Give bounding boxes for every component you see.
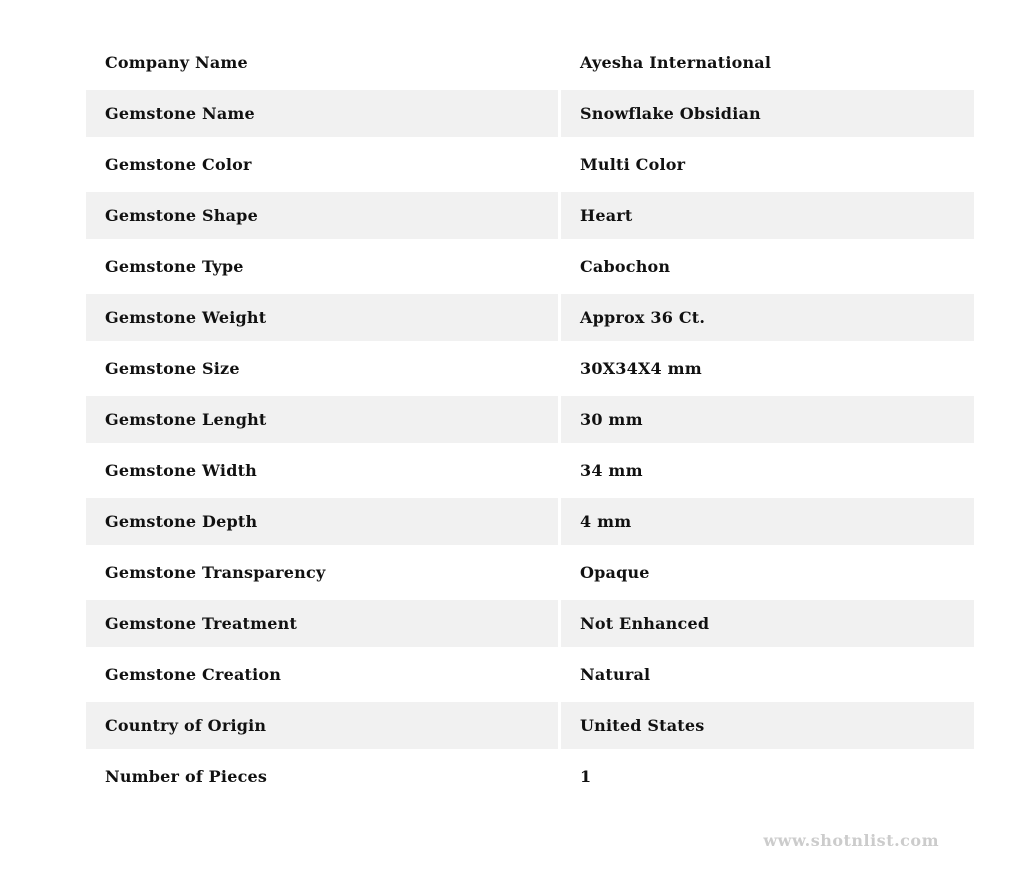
row-label: Gemstone Transparency bbox=[86, 549, 558, 596]
table-row: Gemstone Size 30X34X4 mm bbox=[86, 345, 974, 392]
row-label: Gemstone Creation bbox=[86, 651, 558, 698]
row-value: United States bbox=[561, 702, 974, 749]
row-label: Number of Pieces bbox=[86, 753, 558, 800]
row-value: Heart bbox=[561, 192, 974, 239]
table-row: Company Name Ayesha International bbox=[86, 39, 974, 86]
table-row: Gemstone Color Multi Color bbox=[86, 141, 974, 188]
table-row: Gemstone Treatment Not Enhanced bbox=[86, 600, 974, 647]
table-row: Gemstone Lenght 30 mm bbox=[86, 396, 974, 443]
row-label: Gemstone Depth bbox=[86, 498, 558, 545]
row-label: Gemstone Name bbox=[86, 90, 558, 137]
row-value: 30X34X4 mm bbox=[561, 345, 974, 392]
row-value: Cabochon bbox=[561, 243, 974, 290]
row-label: Gemstone Shape bbox=[86, 192, 558, 239]
row-value: Approx 36 Ct. bbox=[561, 294, 974, 341]
row-value: Multi Color bbox=[561, 141, 974, 188]
row-label: Gemstone Color bbox=[86, 141, 558, 188]
row-label: Gemstone Treatment bbox=[86, 600, 558, 647]
table-row: Gemstone Transparency Opaque bbox=[86, 549, 974, 596]
row-value: 34 mm bbox=[561, 447, 974, 494]
row-label: Gemstone Size bbox=[86, 345, 558, 392]
table-row: Gemstone Creation Natural bbox=[86, 651, 974, 698]
gemstone-spec-table: Company Name Ayesha International Gemstone… bbox=[83, 35, 977, 804]
table-row: Gemstone Width 34 mm bbox=[86, 447, 974, 494]
row-value: Not Enhanced bbox=[561, 600, 974, 647]
row-value: 30 mm bbox=[561, 396, 974, 443]
row-label: Gemstone Type bbox=[86, 243, 558, 290]
table-row: Gemstone Shape Heart bbox=[86, 192, 974, 239]
row-value: Snowflake Obsidian bbox=[561, 90, 974, 137]
table-row: Gemstone Depth 4 mm bbox=[86, 498, 974, 545]
table-row: Number of Pieces 1 bbox=[86, 753, 974, 800]
table-row: Gemstone Name Snowflake Obsidian bbox=[86, 90, 974, 137]
row-value: 1 bbox=[561, 753, 974, 800]
table-row: Gemstone Weight Approx 36 Ct. bbox=[86, 294, 974, 341]
row-label: Gemstone Lenght bbox=[86, 396, 558, 443]
table-row: Country of Origin United States bbox=[86, 702, 974, 749]
row-label: Country of Origin bbox=[86, 702, 558, 749]
table-row: Gemstone Type Cabochon bbox=[86, 243, 974, 290]
row-value: Ayesha International bbox=[561, 39, 974, 86]
watermark-website-text: www.shotnlist.com bbox=[763, 831, 939, 850]
row-value: Opaque bbox=[561, 549, 974, 596]
row-value: Natural bbox=[561, 651, 974, 698]
row-label: Gemstone Width bbox=[86, 447, 558, 494]
row-label: Company Name bbox=[86, 39, 558, 86]
spec-table-body: Company Name Ayesha International Gemstone… bbox=[86, 39, 974, 800]
row-value: 4 mm bbox=[561, 498, 974, 545]
row-label: Gemstone Weight bbox=[86, 294, 558, 341]
